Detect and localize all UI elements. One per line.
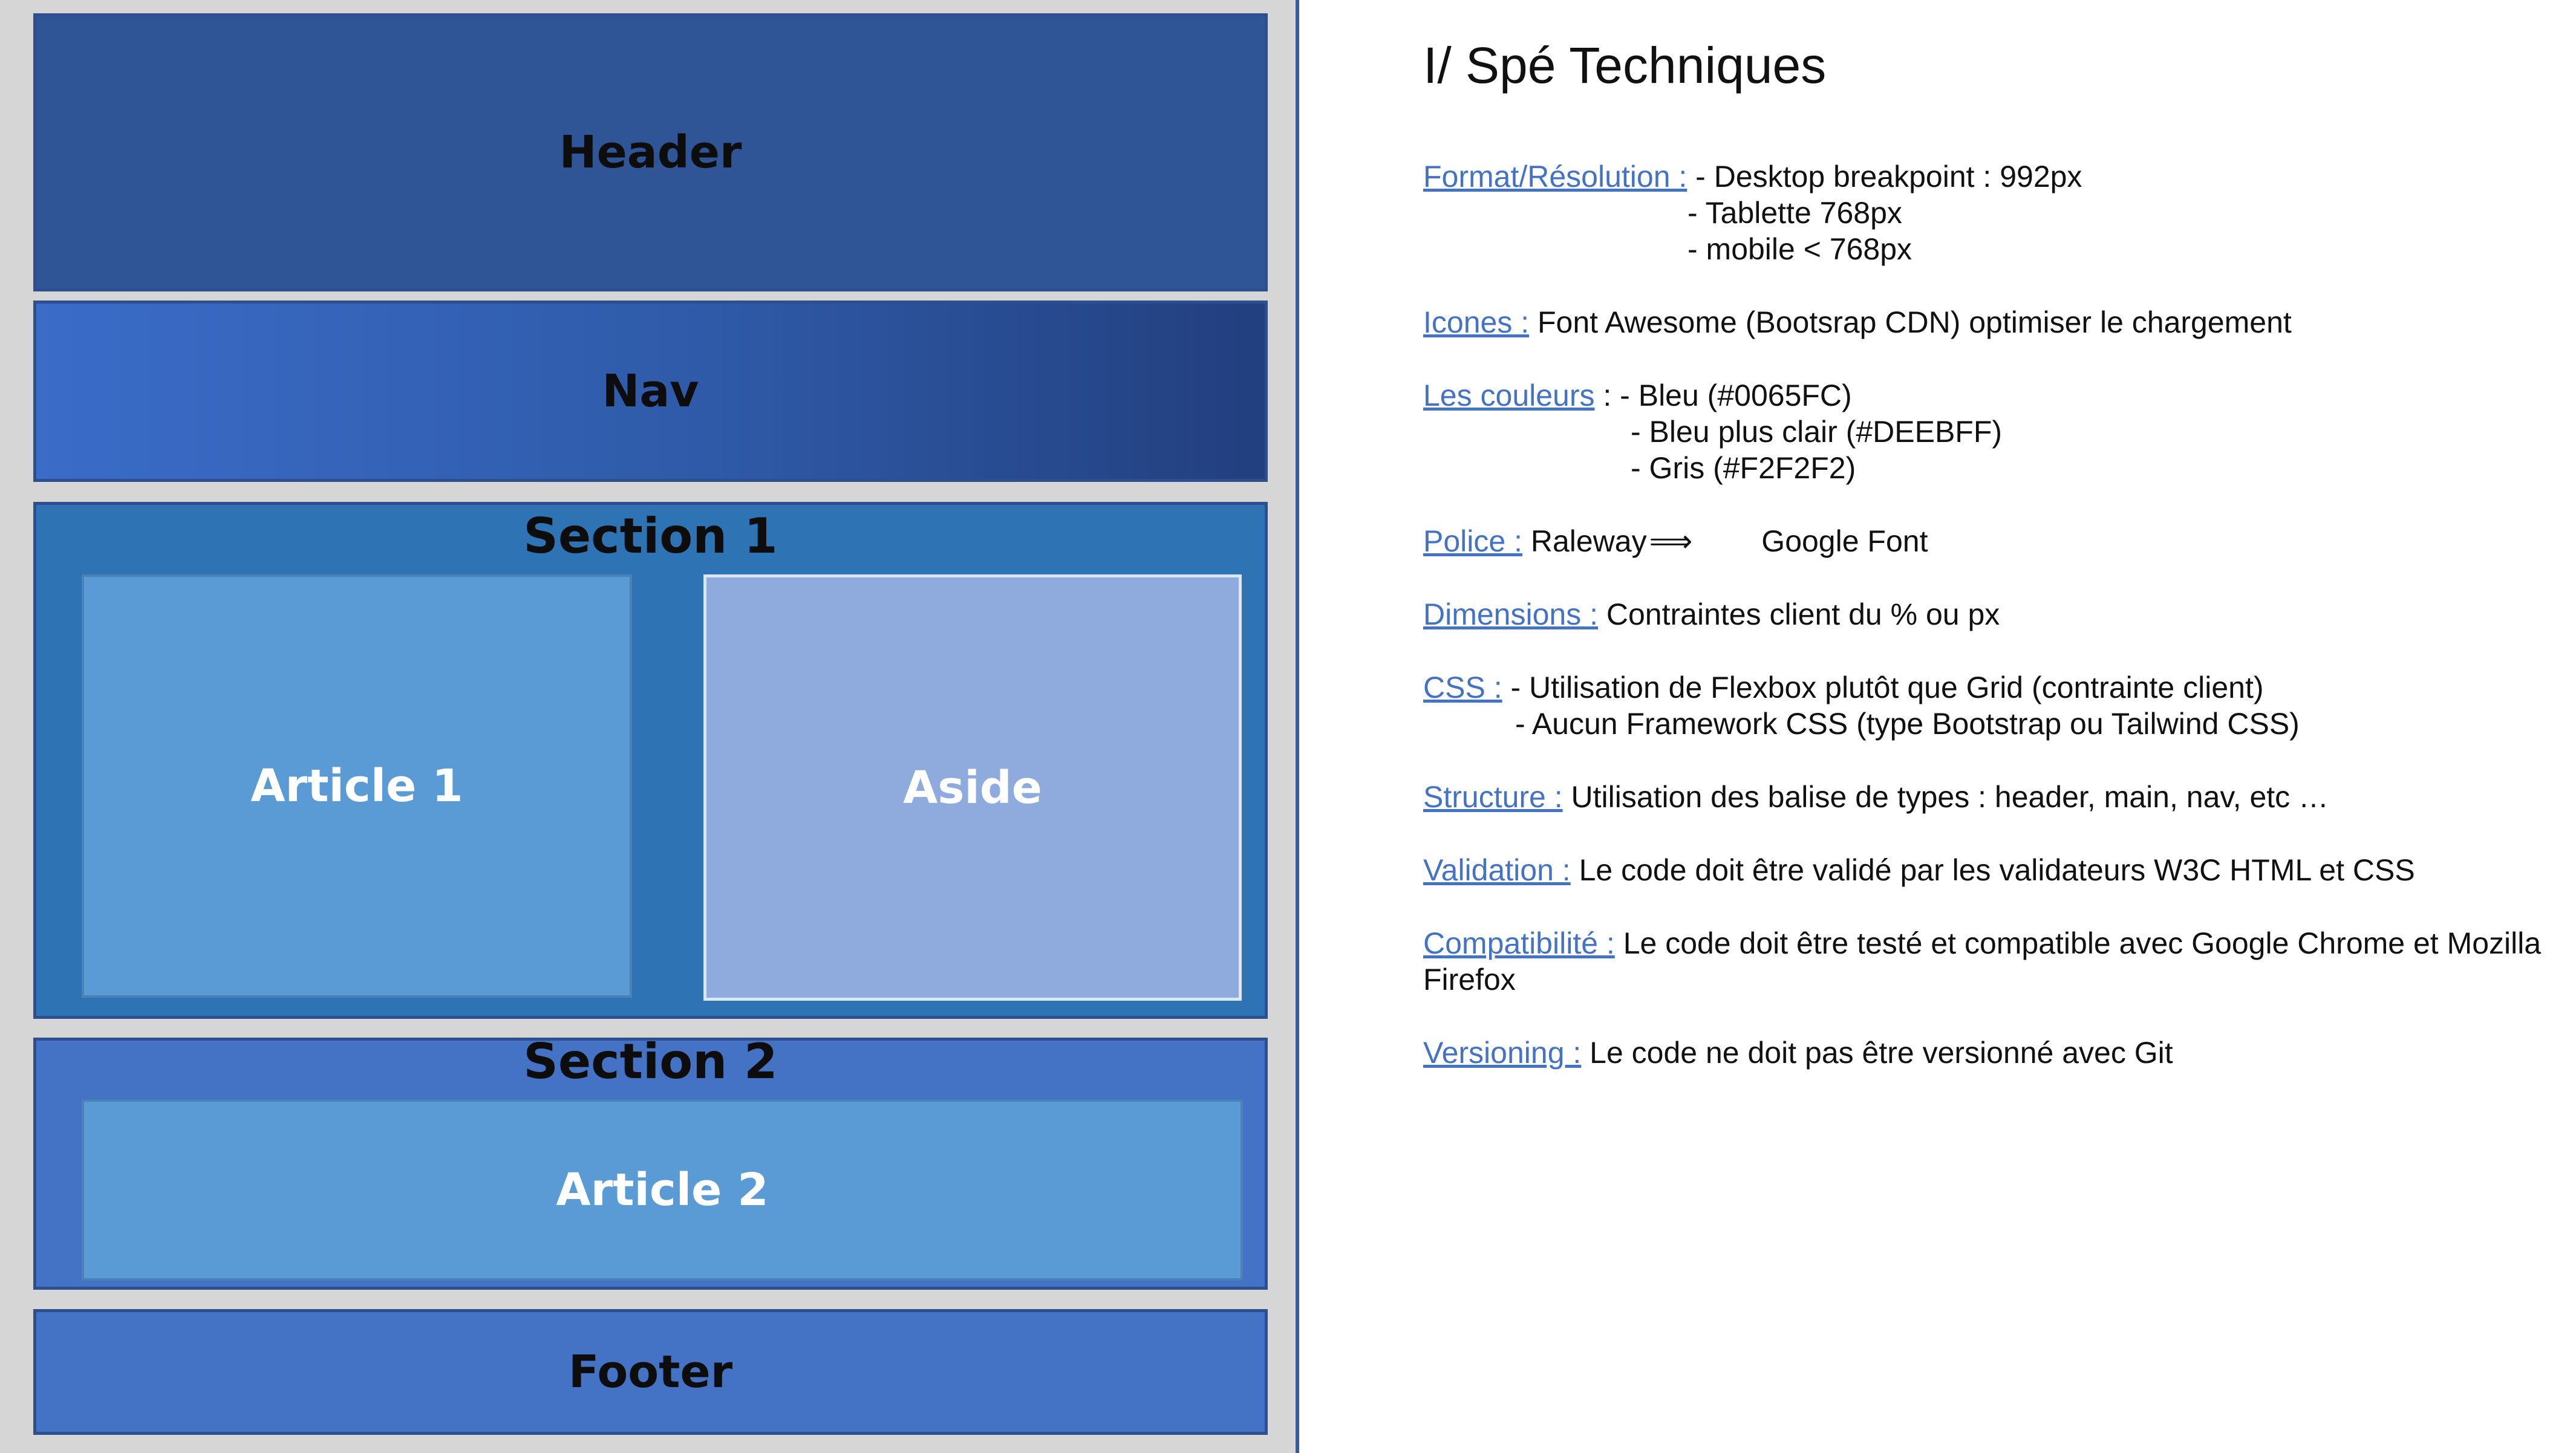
css-line: CSS : - Utilisation de Flexbox plutôt qu… bbox=[1423, 669, 2264, 706]
section1-label: Section 1 bbox=[523, 508, 778, 564]
couleurs-value-1: : - Bleu (#0065FC) bbox=[1594, 379, 1852, 412]
validation-link[interactable]: Validation : bbox=[1423, 853, 1571, 887]
couleurs-value-3: - Gris (#F2F2F2) bbox=[1631, 451, 1856, 485]
versioning-line: Versioning : Le code ne doit pas être ve… bbox=[1423, 1035, 2173, 1071]
aside-label: Aside bbox=[903, 761, 1042, 814]
compatibilite-value-2: Firefox bbox=[1423, 963, 1516, 996]
css-link[interactable]: CSS : bbox=[1423, 671, 1502, 704]
header-block: Header bbox=[33, 13, 1268, 291]
section2-label: Section 2 bbox=[523, 1033, 778, 1090]
structure-value: Utilisation des balise de types : header… bbox=[1562, 780, 2329, 814]
police-link[interactable]: Police : bbox=[1423, 524, 1522, 558]
icones-line: Icones : Font Awesome (Bootsrap CDN) opt… bbox=[1423, 304, 2292, 340]
format-value-1: - Desktop breakpoint : 992px bbox=[1687, 160, 2082, 193]
article1-block: Article 1 bbox=[82, 574, 632, 998]
icones-link[interactable]: Icones : bbox=[1423, 305, 1530, 339]
format-value-3: - mobile < 768px bbox=[1687, 232, 1912, 266]
nav-block: Nav bbox=[33, 301, 1268, 482]
versioning-link[interactable]: Versioning : bbox=[1423, 1036, 1582, 1070]
police-value: Raleway bbox=[1522, 524, 1647, 558]
header-label: Header bbox=[559, 126, 742, 178]
article2-label: Article 2 bbox=[556, 1164, 769, 1216]
compatibilite-line: Compatibilité : Le code doit être testé … bbox=[1423, 925, 2541, 961]
versioning-value: Le code ne doit pas être versionné avec … bbox=[1581, 1036, 2173, 1070]
validation-value: Le code doit être validé par les validat… bbox=[1570, 853, 2415, 887]
footer-label: Footer bbox=[568, 1346, 733, 1398]
article2-block: Article 2 bbox=[82, 1099, 1243, 1281]
format-value-2: - Tablette 768px bbox=[1687, 196, 1902, 230]
dimensions-line: Dimensions : Contraintes client du % ou … bbox=[1423, 596, 2000, 632]
format-line: Format/Résolution : - Desktop breakpoint… bbox=[1423, 158, 2082, 195]
spec-title: I/ Spé Techniques bbox=[1423, 37, 1827, 94]
police-line: Police : Raleway⟹ Google Font bbox=[1423, 523, 1928, 559]
compatibilite-value-1: Le code doit être testé et compatible av… bbox=[1614, 926, 2542, 960]
structure-link[interactable]: Structure : bbox=[1423, 780, 1563, 814]
dimensions-value: Contraintes client du % ou px bbox=[1598, 597, 2000, 631]
tech-spec-panel: I/ Spé Techniques Format/Résolution : - … bbox=[1423, 0, 2560, 1453]
format-link[interactable]: Format/Résolution : bbox=[1423, 160, 1687, 193]
css-value-1: - Utilisation de Flexbox plutôt que Grid… bbox=[1502, 671, 2264, 704]
police-value-font: Google Font bbox=[1761, 524, 1928, 558]
section2-block: Section 2 Article 2 bbox=[33, 1033, 1268, 1290]
double-arrow-icon: ⟹ bbox=[1649, 524, 1693, 558]
structure-line: Structure : Utilisation des balise de ty… bbox=[1423, 779, 2329, 815]
couleurs-line: Les couleurs : - Bleu (#0065FC) bbox=[1423, 377, 1852, 414]
css-value-2: - Aucun Framework CSS (type Bootstrap ou… bbox=[1515, 707, 2300, 741]
footer-block: Footer bbox=[33, 1309, 1268, 1435]
nav-label: Nav bbox=[602, 365, 699, 417]
aside-block: Aside bbox=[703, 574, 1242, 1001]
compatibilite-link[interactable]: Compatibilité : bbox=[1423, 926, 1615, 960]
dimensions-link[interactable]: Dimensions : bbox=[1423, 597, 1598, 631]
validation-line: Validation : Le code doit être validé pa… bbox=[1423, 852, 2415, 888]
article1-label: Article 1 bbox=[250, 760, 463, 812]
couleurs-value-2: - Bleu plus clair (#DEEBFF) bbox=[1631, 415, 2003, 449]
icones-value: Font Awesome (Bootsrap CDN) optimiser le… bbox=[1529, 305, 2292, 339]
layout-wireframe: Header Nav Section 1 Article 1 Aside Sec… bbox=[0, 0, 1299, 1453]
section1-block: Section 1 Article 1 Aside bbox=[33, 502, 1268, 1019]
couleurs-link[interactable]: Les couleurs bbox=[1423, 379, 1595, 412]
